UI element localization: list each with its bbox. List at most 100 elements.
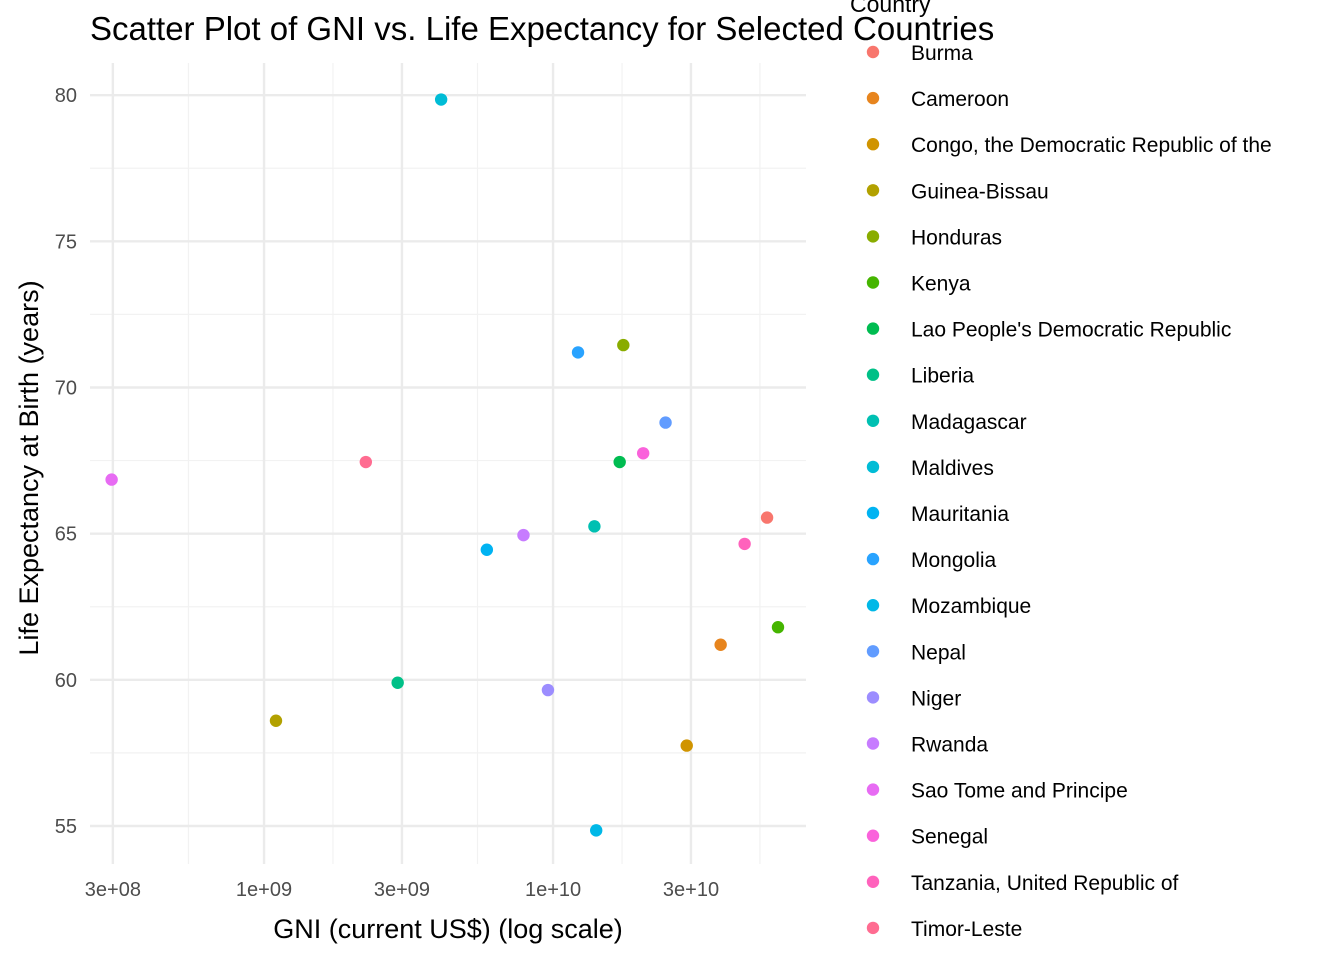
legend-swatch [866, 91, 880, 105]
legend-title: Country [850, 0, 931, 17]
legend-swatch [866, 599, 880, 612]
x-tick-label: 3e+08 [85, 879, 141, 901]
legend-label: Mauritania [911, 503, 1009, 526]
legend-swatch [866, 368, 880, 381]
legend-label: Congo, the Democratic Republic of the [911, 134, 1272, 157]
legend-swatch [866, 230, 880, 243]
data-point [659, 416, 672, 429]
legend-item: Timor-Leste [866, 918, 1022, 941]
legend-label: Guinea-Bissau [911, 180, 1049, 203]
legend-item: Burma [866, 42, 973, 65]
legend-label: Mozambique [911, 595, 1031, 618]
chart-title: Scatter Plot of GNI vs. Life Expectancy … [90, 10, 994, 47]
legend-item: Congo, the Democratic Republic of the [866, 134, 1272, 157]
legend-label: Lao People's Democratic Republic [911, 319, 1231, 342]
y-tick-label: 80 [55, 85, 77, 107]
y-tick-label: 75 [55, 231, 77, 253]
legend-item: Rwanda [866, 734, 988, 757]
legend-item: Honduras [866, 226, 1002, 249]
x-tick-label: 3e+09 [374, 879, 430, 901]
data-point [541, 683, 555, 697]
data-point [480, 543, 494, 556]
legend-swatch [866, 737, 880, 750]
legend-swatch [866, 783, 880, 796]
legend-swatch [866, 414, 880, 427]
data-point [771, 621, 785, 634]
legend-swatch [866, 45, 880, 59]
legend-item: Mauritania [866, 503, 1009, 526]
legend-label: Timor-Leste [911, 918, 1022, 941]
data-points [105, 93, 785, 837]
y-axis-ticks: 55 60 65 70 75 80 [55, 85, 77, 838]
legend-item: Tanzania, United Republic of [866, 872, 1178, 895]
x-axis-title: GNI (current US$) (log scale) [273, 914, 623, 944]
x-tick-label: 1e+10 [525, 879, 581, 901]
legend-label: Honduras [911, 226, 1002, 249]
x-tick-label: 1e+09 [236, 879, 292, 901]
legend-label: Rwanda [911, 734, 988, 757]
grid-lines [90, 63, 806, 864]
legend: Country Burma Cameroon Congo, the Democrat… [850, 0, 1272, 941]
legend-item: Maldives [866, 457, 994, 480]
data-point [589, 824, 603, 837]
legend-label: Senegal [911, 826, 988, 849]
legend-swatch [866, 829, 880, 842]
legend-swatch [866, 552, 880, 566]
legend-label: Cameroon [911, 88, 1009, 111]
legend-swatch [866, 691, 880, 704]
data-point [359, 455, 373, 469]
legend-swatch [866, 460, 880, 474]
data-point [571, 346, 585, 359]
data-point [714, 638, 727, 651]
x-axis-ticks: 3e+08 1e+09 3e+09 1e+10 3e+10 [85, 879, 719, 901]
data-point [760, 511, 774, 524]
legend-swatch [866, 276, 880, 289]
legend-swatch [866, 875, 880, 888]
legend-label: Niger [911, 687, 961, 710]
legend-item: Mozambique [866, 595, 1031, 618]
legend-swatch [866, 138, 880, 151]
legend-label: Madagascar [911, 411, 1027, 434]
data-point [434, 93, 448, 106]
data-point [517, 528, 530, 542]
legend-item: Niger [866, 687, 961, 710]
data-point [636, 447, 650, 460]
y-tick-label: 55 [55, 816, 77, 838]
data-point [269, 714, 283, 727]
legend-item: Cameroon [866, 88, 1009, 111]
data-point [617, 338, 630, 352]
data-point [613, 455, 626, 469]
y-axis-title: Life Expectancy at Birth (years) [14, 280, 44, 655]
legend-label: Liberia [911, 365, 974, 388]
legend-swatch [866, 506, 880, 520]
legend-swatch [866, 645, 880, 658]
legend-swatch [866, 322, 880, 335]
x-tick-label: 3e+10 [663, 879, 719, 901]
legend-label: Maldives [911, 457, 994, 480]
legend-label: Tanzania, United Republic of [911, 872, 1178, 895]
data-point [738, 537, 751, 551]
legend-item: Mongolia [866, 549, 997, 572]
legend-item: Senegal [866, 826, 988, 849]
legend-swatch [866, 921, 880, 935]
legend-label: Kenya [911, 273, 971, 296]
legend-item: Lao People's Democratic Republic [866, 319, 1231, 342]
legend-swatch [866, 184, 880, 197]
y-tick-label: 60 [55, 670, 77, 692]
legend-label: Mongolia [911, 549, 997, 572]
data-point [680, 739, 693, 752]
data-point [588, 520, 601, 533]
y-tick-label: 70 [55, 377, 77, 399]
legend-item: Madagascar [866, 411, 1027, 434]
legend-item: Sao Tome and Principe [866, 780, 1128, 803]
legend-label: Sao Tome and Principe [911, 780, 1128, 803]
legend-item: Kenya [866, 273, 971, 296]
legend-label: Nepal [911, 641, 966, 664]
data-point [391, 676, 404, 689]
legend-item: Nepal [866, 641, 966, 664]
data-point [105, 473, 118, 486]
legend-label: Burma [911, 42, 973, 65]
legend-item: Guinea-Bissau [866, 180, 1049, 203]
legend-item: Liberia [866, 365, 974, 388]
